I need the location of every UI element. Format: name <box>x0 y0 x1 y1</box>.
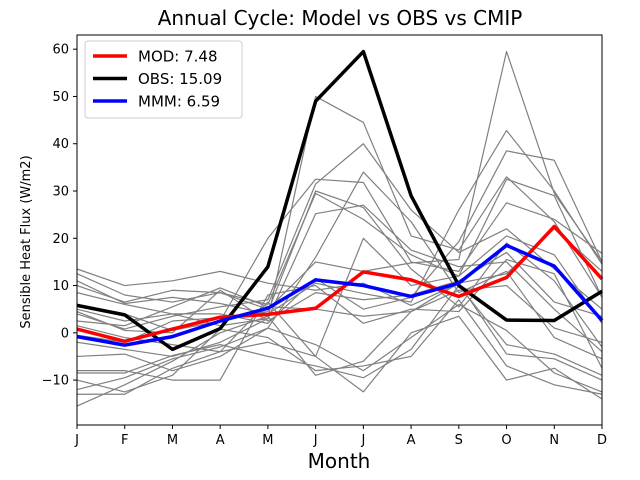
y-tick-label: −10 <box>42 374 69 389</box>
x-tick-label: J <box>74 433 79 448</box>
x-tick-label: N <box>549 433 559 448</box>
cmip-series-line-15 <box>77 301 603 400</box>
y-tick-label: 30 <box>52 185 69 200</box>
legend-label-mmm: MMM: 6.59 <box>138 93 220 111</box>
legend-label-obs: OBS: 15.09 <box>138 70 222 88</box>
chart-title: Annual Cycle: Model vs OBS vs CMIP <box>158 6 523 30</box>
y-tick-label: 20 <box>52 232 69 247</box>
cmip-series-line-7 <box>76 143 603 330</box>
series-line-mod <box>76 224 604 344</box>
x-tick-label: M <box>262 433 273 448</box>
x-tick-label: A <box>407 433 416 448</box>
main-series-lines <box>76 49 604 352</box>
y-tick-label: 50 <box>52 90 69 105</box>
cmip-series-line-5 <box>76 178 603 332</box>
cmip-series-line-19 <box>76 178 603 306</box>
y-axis-label: Sensible Heat Flux (W/m2) <box>19 155 34 328</box>
cmip-series-line-6 <box>76 95 603 327</box>
cmip-series-line-17 <box>76 303 603 393</box>
x-tick-label: S <box>455 433 463 448</box>
cmip-series-line-16 <box>76 282 603 407</box>
cmip-series-line-11 <box>76 171 603 372</box>
x-tick-label: J <box>313 433 318 448</box>
cmip-series-line-4 <box>76 150 603 324</box>
y-tick-label: 40 <box>52 137 69 152</box>
plot-frame <box>76 34 603 426</box>
y-tick-label: 60 <box>52 43 69 58</box>
x-axis-label: Month <box>308 449 371 473</box>
legend-label-mod: MOD: 7.48 <box>138 48 218 66</box>
y-tick-label: 0 <box>61 326 69 341</box>
x-tick-label: F <box>121 433 128 448</box>
series-line-mmm <box>76 243 604 347</box>
x-tick-label: J <box>360 433 365 448</box>
cmip-series-line-20 <box>76 284 603 343</box>
y-tick-label: 10 <box>52 279 69 294</box>
plot-area <box>76 49 604 407</box>
series-line-obs <box>76 49 603 352</box>
axes: −10 0 10 20 30 40 50 60 J F M A M J J A S O N D <box>42 34 607 448</box>
legend: MOD: 7.48 OBS: 15.09 MMM: 6.59 <box>84 40 243 119</box>
x-tick-label: M <box>167 433 178 448</box>
x-tick-label: O <box>501 433 511 448</box>
cmip-series-line-13 <box>77 284 603 379</box>
cmip-series-line-1 <box>76 228 603 306</box>
legend-box <box>84 40 243 119</box>
cmip-series-line-2 <box>76 50 603 310</box>
x-tick-label: D <box>597 433 607 448</box>
x-tick-label: A <box>216 433 225 448</box>
